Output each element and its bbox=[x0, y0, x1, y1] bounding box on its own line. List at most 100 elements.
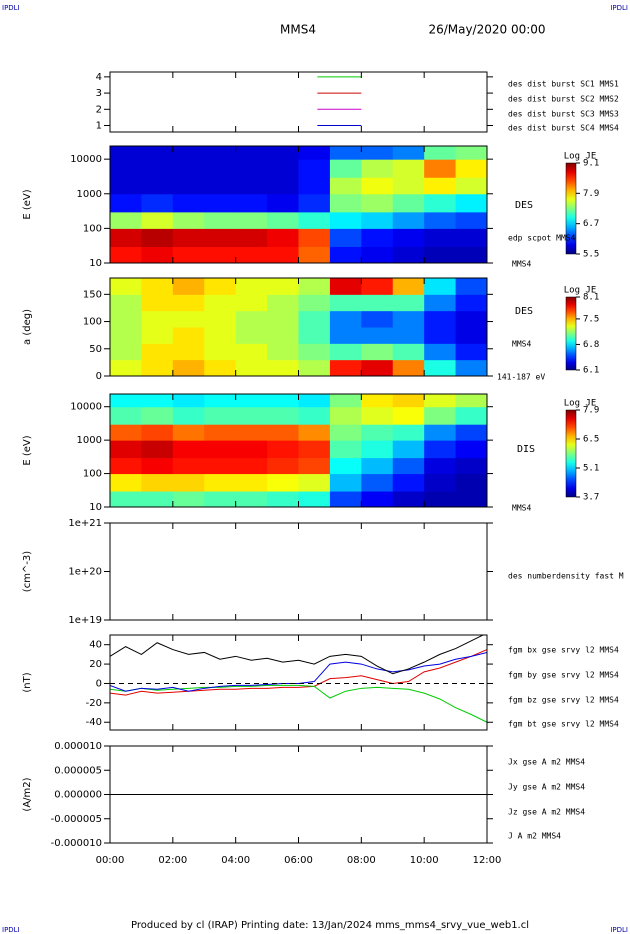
heatmap-cell bbox=[392, 278, 425, 295]
heatmap-cell bbox=[329, 246, 362, 263]
heatmap-cell bbox=[424, 228, 457, 247]
heatmap-cell bbox=[267, 473, 299, 492]
legend-entry: des dist burst SC2 MMS2 bbox=[508, 95, 619, 104]
heatmap-cell bbox=[329, 424, 362, 441]
heatmap-cell bbox=[424, 440, 457, 459]
heatmap-cell bbox=[329, 359, 362, 376]
y-tick-label: 4 bbox=[96, 72, 102, 83]
colorbar bbox=[565, 296, 577, 371]
heatmap-cell bbox=[172, 294, 205, 312]
heatmap-cell bbox=[141, 359, 174, 376]
panel-label: DES bbox=[515, 306, 533, 317]
y-tick-label: -40 bbox=[86, 717, 102, 728]
heatmap-cell bbox=[298, 343, 331, 361]
heatmap-cell bbox=[204, 211, 237, 229]
heatmap-cell bbox=[267, 406, 299, 425]
colorbar bbox=[565, 409, 577, 498]
heatmap-cell bbox=[204, 294, 237, 312]
heatmap-cell bbox=[298, 406, 331, 425]
heatmap-cell bbox=[455, 343, 487, 361]
heatmap-cell bbox=[141, 278, 174, 295]
heatmap-cell bbox=[172, 327, 205, 344]
heatmap-cell bbox=[235, 228, 268, 247]
heatmap-cell bbox=[298, 177, 331, 195]
heatmap-cell bbox=[455, 246, 487, 263]
heatmap-cell bbox=[361, 177, 394, 195]
heatmap-cell bbox=[392, 177, 425, 195]
heatmap-cell bbox=[110, 146, 142, 160]
heatmap-cell bbox=[267, 424, 299, 441]
heatmap-cell bbox=[455, 159, 487, 178]
x-tick-label: 08:00 bbox=[347, 855, 376, 866]
heatmap-cell bbox=[455, 406, 487, 425]
heatmap-cell bbox=[141, 146, 174, 160]
heatmap-cell bbox=[141, 228, 174, 247]
heatmap-cell bbox=[110, 310, 142, 328]
heatmap-cell bbox=[235, 246, 268, 263]
heatmap-cell bbox=[204, 228, 237, 247]
corner-label: IPDLI bbox=[2, 4, 20, 12]
panel-label: DIS bbox=[517, 444, 535, 455]
heatmap-cell bbox=[235, 491, 268, 507]
heatmap-cell bbox=[455, 327, 487, 344]
heatmap-cell bbox=[235, 159, 268, 178]
heatmap-cell bbox=[329, 394, 362, 408]
heatmap-cell bbox=[298, 473, 331, 492]
colorbar-tick-label: 8.1 bbox=[583, 293, 599, 303]
heatmap-cell bbox=[204, 193, 237, 213]
heatmap-cell bbox=[298, 327, 331, 344]
y-tick-label: 20 bbox=[89, 659, 102, 670]
panel-label: MMS4 bbox=[512, 260, 531, 269]
heatmap-cell bbox=[392, 359, 425, 376]
heatmap-cell bbox=[329, 473, 362, 492]
heatmap-cell bbox=[455, 457, 487, 475]
heatmap-cell bbox=[424, 491, 457, 507]
heatmap-cell bbox=[204, 406, 237, 425]
heatmap-cell bbox=[455, 177, 487, 195]
heatmap-cell bbox=[392, 424, 425, 441]
heatmap-cell bbox=[298, 491, 331, 507]
heatmap-cell bbox=[392, 294, 425, 312]
series-line bbox=[110, 635, 485, 675]
heatmap-cell bbox=[141, 193, 174, 213]
heatmap-cell bbox=[110, 246, 142, 263]
heatmap-cell bbox=[329, 159, 362, 178]
heatmap-cell bbox=[267, 177, 299, 195]
frame bbox=[109, 522, 488, 621]
heatmap-cell bbox=[392, 394, 425, 408]
heatmap-cell bbox=[424, 424, 457, 441]
y-tick-label: 10 bbox=[89, 258, 102, 269]
colorbar-label: Log JE bbox=[564, 399, 597, 409]
y-tick-label: 0.000005 bbox=[54, 765, 102, 776]
y-tick-label: -0.000010 bbox=[51, 838, 102, 849]
heatmap-cell bbox=[172, 310, 205, 328]
y-axis-label: (A/m2) bbox=[22, 777, 33, 811]
footer: Produced by cl (IRAP) Printing date: 13/… bbox=[131, 920, 529, 931]
heatmap-cell bbox=[110, 294, 142, 312]
heatmap-cell bbox=[110, 193, 142, 213]
y-tick-label: 100 bbox=[83, 469, 102, 480]
heatmap-cell bbox=[172, 228, 205, 247]
heatmap-cell bbox=[267, 310, 299, 328]
colorbar-tick-label: 6.8 bbox=[583, 340, 599, 350]
heatmap-cell bbox=[267, 211, 299, 229]
heatmap-cell bbox=[267, 327, 299, 344]
heatmap-cell bbox=[329, 278, 362, 295]
heatmap-cell bbox=[204, 343, 237, 361]
heatmap-cell bbox=[204, 424, 237, 441]
heatmap-cell bbox=[455, 294, 487, 312]
legend-entry: fgm by gse srvy l2 MMS4 bbox=[508, 671, 619, 680]
heatmap-cell bbox=[424, 394, 457, 408]
frame bbox=[109, 634, 488, 731]
heatmap-cell bbox=[235, 440, 268, 459]
heatmap-cell bbox=[267, 228, 299, 247]
heatmap-cell bbox=[141, 327, 174, 344]
panel-label: MMS4 bbox=[512, 340, 531, 349]
heatmap-cell bbox=[392, 310, 425, 328]
heatmap-cell bbox=[455, 146, 487, 160]
heatmap-cell bbox=[392, 343, 425, 361]
y-tick-label: 10000 bbox=[70, 154, 102, 165]
heatmap-cell bbox=[267, 394, 299, 408]
heatmap-cell bbox=[204, 278, 237, 295]
